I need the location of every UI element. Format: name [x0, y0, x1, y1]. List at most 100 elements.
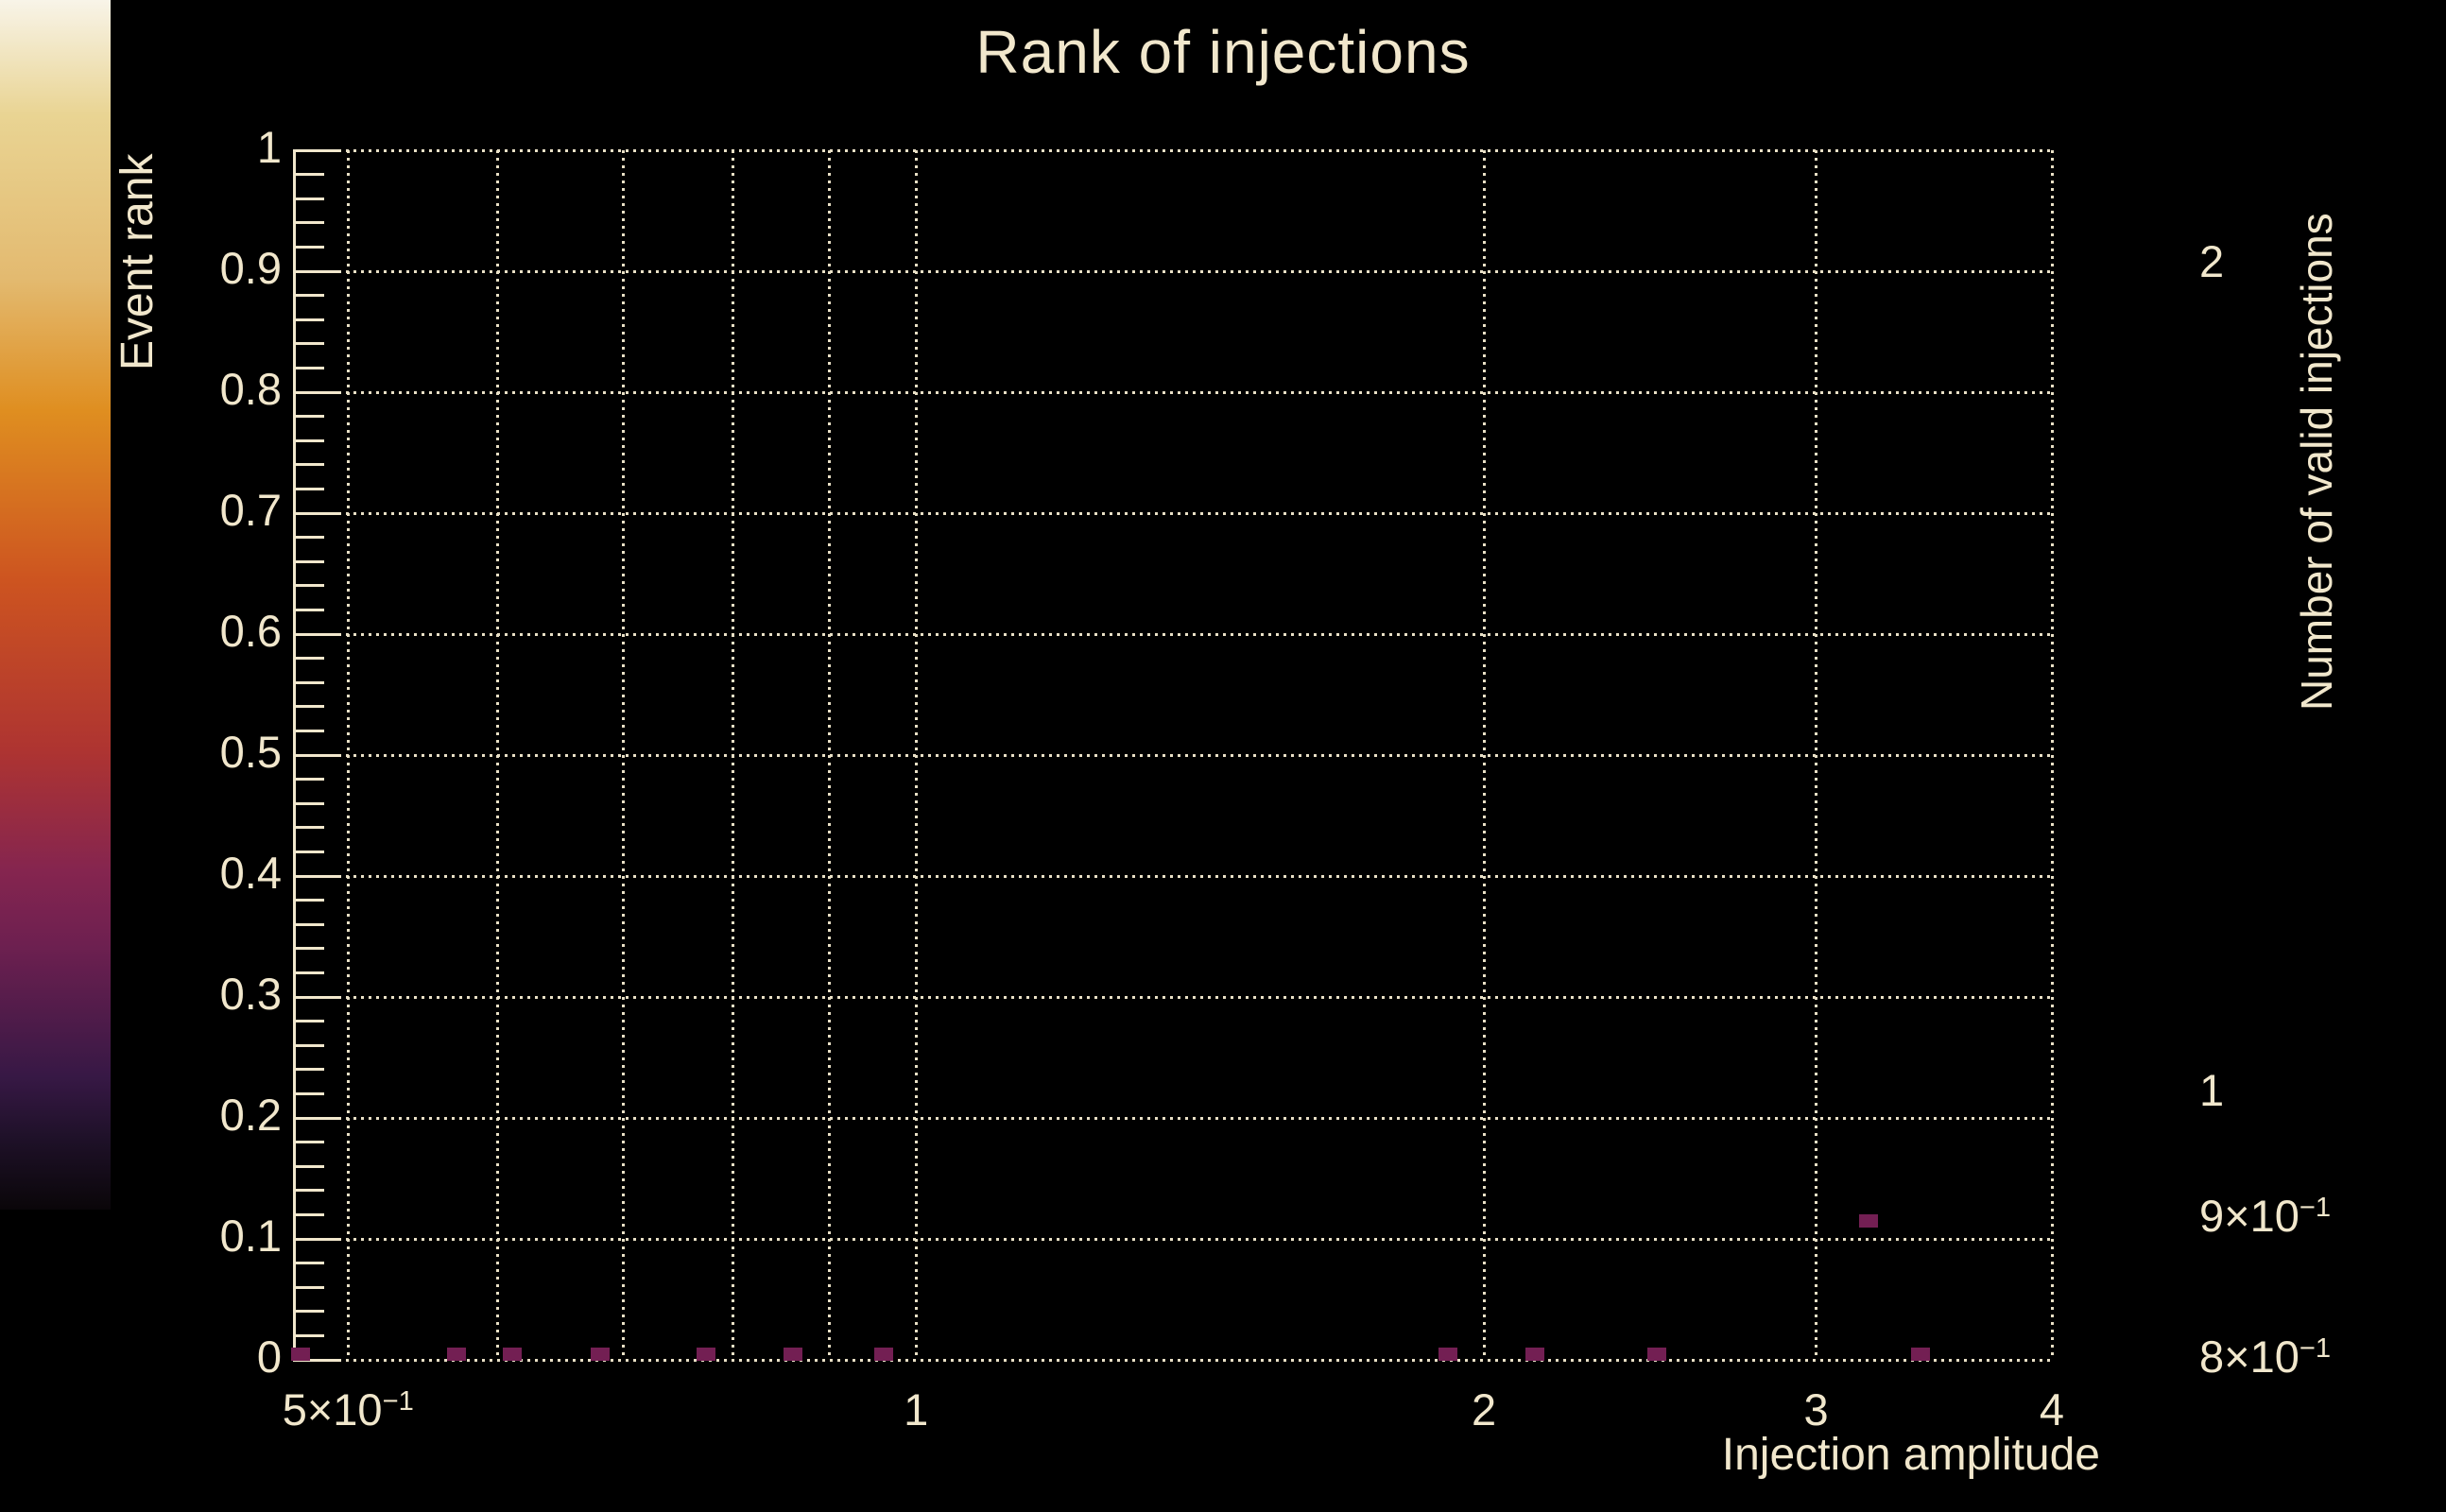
y-tick-label: 0.8: [219, 364, 282, 414]
v-gridline: [732, 150, 735, 1360]
y-major-tick: [296, 874, 341, 878]
y-major-tick: [296, 148, 341, 152]
h-gridline: [293, 874, 2052, 878]
h-gridline: [293, 148, 2052, 152]
y-minor-tick: [296, 245, 324, 249]
y-minor-tick: [296, 197, 324, 200]
y-minor-tick: [296, 294, 324, 298]
data-marker: [590, 1347, 610, 1361]
y-major-tick: [296, 753, 341, 757]
y-minor-tick: [296, 657, 324, 661]
chart-title: Rank of injections: [975, 18, 1471, 86]
y-minor-tick: [296, 1285, 324, 1289]
y-major-tick: [296, 390, 341, 394]
y-minor-tick: [296, 1020, 324, 1023]
y-minor-tick: [296, 680, 324, 684]
h-gridline: [293, 1237, 2052, 1241]
y-tick-label: 0.5: [219, 727, 282, 777]
v-gridline: [2050, 150, 2054, 1360]
y-minor-tick: [296, 850, 324, 853]
colorbar-tick: [2118, 1091, 2177, 1095]
y-major-tick: [296, 1116, 341, 1120]
y-tick-label: 0.3: [219, 969, 282, 1019]
y-minor-tick: [296, 922, 324, 926]
y-major-tick: [296, 995, 341, 999]
colorbar-tick: [2145, 1358, 2177, 1362]
y-minor-tick: [296, 778, 324, 782]
h-gridline: [293, 753, 2052, 757]
y-minor-tick: [296, 1068, 324, 1072]
colorbar-tick: [2145, 263, 2177, 266]
colorbar-tick-label: 9×10−1: [2199, 1190, 2332, 1241]
y-minor-tick: [296, 1164, 324, 1168]
y-major-tick: [296, 632, 341, 636]
data-marker: [291, 1347, 311, 1361]
colorbar: 2 1 9×10−1 8×10−1: [0, 0, 2331, 1382]
y-minor-tick: [296, 342, 324, 346]
exponent: −1: [2299, 1332, 2332, 1364]
y-tick-label: 0.6: [219, 606, 282, 656]
x-axis-title: Injection amplitude: [1721, 1430, 2100, 1480]
y-minor-tick: [296, 487, 324, 490]
h-gridline: [293, 1358, 2052, 1362]
y-minor-tick: [296, 729, 324, 732]
h-gridline: [293, 269, 2052, 273]
y-minor-tick: [296, 1212, 324, 1216]
y-minor-tick: [296, 1141, 324, 1144]
y-minor-tick: [296, 559, 324, 563]
y-minor-tick: [296, 536, 324, 540]
v-gridline: [1815, 150, 1818, 1360]
y-minor-tick: [296, 705, 324, 709]
y-minor-tick: [296, 947, 324, 951]
h-gridline: [293, 632, 2052, 636]
v-gridline: [828, 150, 832, 1360]
y-minor-tick: [296, 1262, 324, 1265]
y-minor-tick: [296, 221, 324, 225]
y-tick-label: 0.9: [219, 243, 282, 293]
y-minor-tick: [296, 438, 324, 442]
colorbar-gradient: [0, 0, 111, 1210]
y-tick-label: 1: [256, 122, 282, 172]
exponent: −1: [2299, 1192, 2332, 1223]
data-marker: [1438, 1347, 1457, 1361]
colorbar-tick-label: 2: [2199, 235, 2225, 286]
y-minor-tick: [296, 899, 324, 902]
y-tick-label: 0.7: [219, 485, 282, 535]
data-marker: [873, 1347, 893, 1361]
y-minor-tick: [296, 1310, 324, 1314]
data-marker: [1911, 1347, 1931, 1361]
v-gridline: [1482, 150, 1486, 1360]
y-minor-tick: [296, 971, 324, 974]
x-tick-label: 4: [2039, 1384, 2065, 1435]
data-marker: [503, 1347, 523, 1361]
y-axis-line: [293, 150, 296, 1362]
data-marker: [447, 1347, 467, 1361]
y-major-tick: [296, 269, 341, 273]
v-gridline: [914, 150, 918, 1360]
h-gridline: [293, 1116, 2052, 1120]
y-minor-tick: [296, 366, 324, 369]
h-gridline: [293, 995, 2052, 999]
y-minor-tick: [296, 1091, 324, 1095]
x-tick-label: 1: [904, 1384, 929, 1435]
data-marker: [1859, 1213, 1878, 1228]
v-gridline: [346, 150, 350, 1360]
y-minor-tick: [296, 826, 324, 830]
data-marker: [697, 1347, 716, 1361]
y-minor-tick: [296, 608, 324, 611]
x-tick-label: 2: [1472, 1384, 1497, 1435]
colorbar-tick-label: 8×10−1: [2199, 1332, 2332, 1382]
y-minor-tick: [296, 415, 324, 419]
y-major-tick: [296, 1237, 341, 1241]
v-gridline: [622, 150, 626, 1360]
data-marker: [1647, 1347, 1667, 1361]
x-tick-label: 5×10−1: [282, 1384, 414, 1435]
data-marker: [784, 1347, 803, 1361]
y-axis-title: Event rank: [112, 153, 163, 370]
exponent: −1: [382, 1385, 414, 1417]
y-minor-tick: [296, 1189, 324, 1193]
h-gridline: [293, 511, 2052, 515]
colorbar-tick: [2145, 1217, 2177, 1221]
y-minor-tick: [296, 173, 324, 177]
